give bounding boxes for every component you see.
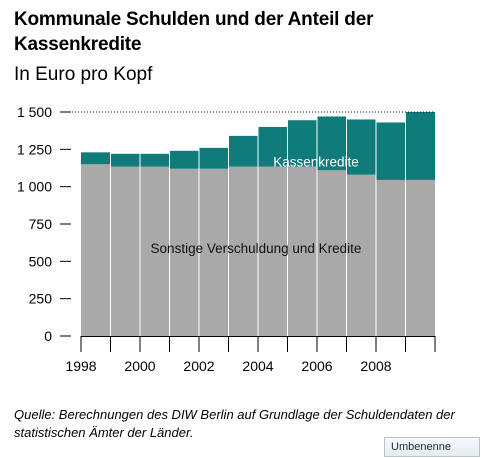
series-label-other-debt: Sonstige Verschuldung und Kredite — [151, 241, 362, 256]
y-tick-label: 250 — [29, 291, 53, 307]
bar-cash-credit-2009 — [405, 112, 435, 180]
x-axis: 1998 2000 2002 2004 2006 2008 — [65, 336, 436, 374]
bar-other-debt-2008 — [376, 179, 406, 336]
bar-other-debt-2003 — [228, 166, 258, 336]
bar-other-debt-2004 — [258, 166, 288, 336]
y-tick-label: 750 — [29, 216, 53, 232]
rename-button[interactable]: Umbenenne — [384, 437, 480, 457]
bar-other-debt-2006 — [317, 170, 347, 336]
y-tick-label: 500 — [29, 253, 53, 269]
bars-group — [81, 112, 435, 336]
bar-other-debt-2002 — [199, 168, 229, 336]
bar-cash-credit-2001 — [169, 150, 199, 169]
bar-other-debt-2005 — [287, 166, 317, 336]
bar-cash-credit-2003 — [228, 135, 258, 167]
bar-other-debt-2007 — [346, 174, 376, 336]
bar-cash-credit-2005 — [287, 120, 317, 167]
series-label-cash-credit: Kassenkredite — [273, 154, 359, 169]
x-tick-label: 2000 — [124, 358, 155, 374]
y-axis: 0 250 500 750 1 000 1 250 1 500 — [17, 104, 71, 344]
bar-other-debt-1999 — [110, 166, 140, 336]
bar-cash-credit-2002 — [199, 147, 229, 169]
x-tick-label: 2002 — [183, 358, 214, 374]
bar-other-debt-2009 — [405, 179, 435, 336]
bar-other-debt-2001 — [169, 168, 199, 336]
x-tick-label: 2004 — [242, 358, 273, 374]
x-tick-label: 1998 — [65, 358, 96, 374]
bar-other-debt-1998 — [81, 164, 111, 336]
bar-cash-credit-2004 — [258, 126, 288, 167]
x-tick-label: 2006 — [301, 358, 332, 374]
y-tick-label: 0 — [44, 328, 52, 344]
chart-subtitle: In Euro pro Kopf — [14, 64, 153, 85]
bar-cash-credit-2007 — [346, 119, 376, 175]
bar-cash-credit-1999 — [110, 153, 140, 167]
y-tick-label: 1 500 — [17, 104, 52, 120]
bar-cash-credit-2000 — [140, 153, 170, 167]
bar-cash-credit-2006 — [317, 116, 347, 171]
chart-title: Kommunale Schulden und der Anteil der Ka… — [14, 9, 374, 55]
x-tick-label: 2008 — [360, 358, 391, 374]
y-tick-label: 1 000 — [17, 179, 52, 195]
y-tick-label: 1 250 — [17, 141, 52, 157]
source-note: Quelle: Berechnungen des DIW Berlin auf … — [14, 407, 455, 440]
bar-cash-credit-1998 — [81, 152, 111, 165]
bar-cash-credit-2008 — [376, 122, 406, 180]
bar-other-debt-2000 — [140, 166, 170, 336]
stacked-bar-chart: 0 250 500 750 1 000 1 250 1 500 1998 2000 2002 20… — [17, 104, 436, 374]
series-labels: Kassenkredite Sonstige Verschuldung und K… — [151, 154, 362, 256]
